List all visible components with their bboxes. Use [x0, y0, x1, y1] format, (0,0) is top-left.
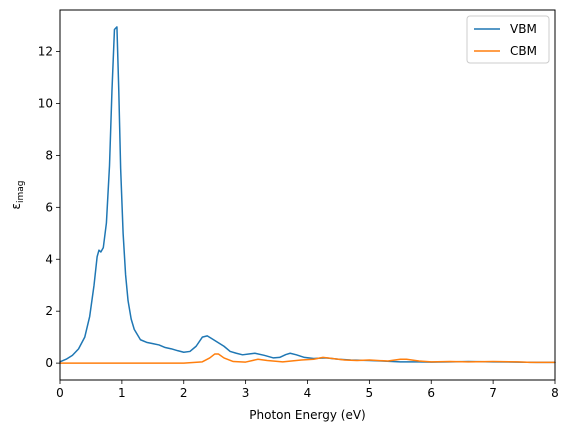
y-tick-label: 0 — [45, 356, 53, 370]
legend-label-vbm: VBM — [510, 22, 537, 36]
x-tick-label: 6 — [427, 386, 435, 400]
series-line-cbm — [59, 353, 556, 364]
x-tick-label: 3 — [242, 386, 250, 400]
y-axis-ticks: 0 2 4 6 8 10 12 — [38, 45, 60, 370]
y-axis-label-main: ε — [9, 203, 23, 210]
x-axis-label: Photon Energy (eV) — [249, 408, 365, 422]
x-tick-label: 8 — [551, 386, 559, 400]
legend: VBM CBM — [466, 15, 550, 64]
plot-background — [60, 10, 555, 380]
y-tick-label: 6 — [45, 200, 53, 214]
x-axis-ticks: 0 1 2 3 4 5 6 7 8 — [56, 380, 559, 400]
y-tick-label: 4 — [45, 252, 53, 266]
x-tick-label: 1 — [118, 386, 126, 400]
y-axis-label: εimag — [9, 181, 26, 210]
y-axis-label-subscript: imag — [16, 181, 26, 204]
x-tick-label: 2 — [180, 386, 188, 400]
x-tick-label: 0 — [56, 386, 64, 400]
y-tick-label: 8 — [45, 148, 53, 162]
y-tick-label: 2 — [45, 304, 53, 318]
series-layer — [59, 26, 556, 364]
legend-label-cbm: CBM — [510, 44, 537, 58]
x-tick-label: 7 — [489, 386, 497, 400]
x-tick-label: 4 — [304, 386, 312, 400]
y-tick-label: 10 — [38, 96, 53, 110]
legend-items: VBM CBM — [474, 22, 537, 58]
y-tick-label: 12 — [38, 45, 53, 59]
x-tick-label: 5 — [366, 386, 374, 400]
